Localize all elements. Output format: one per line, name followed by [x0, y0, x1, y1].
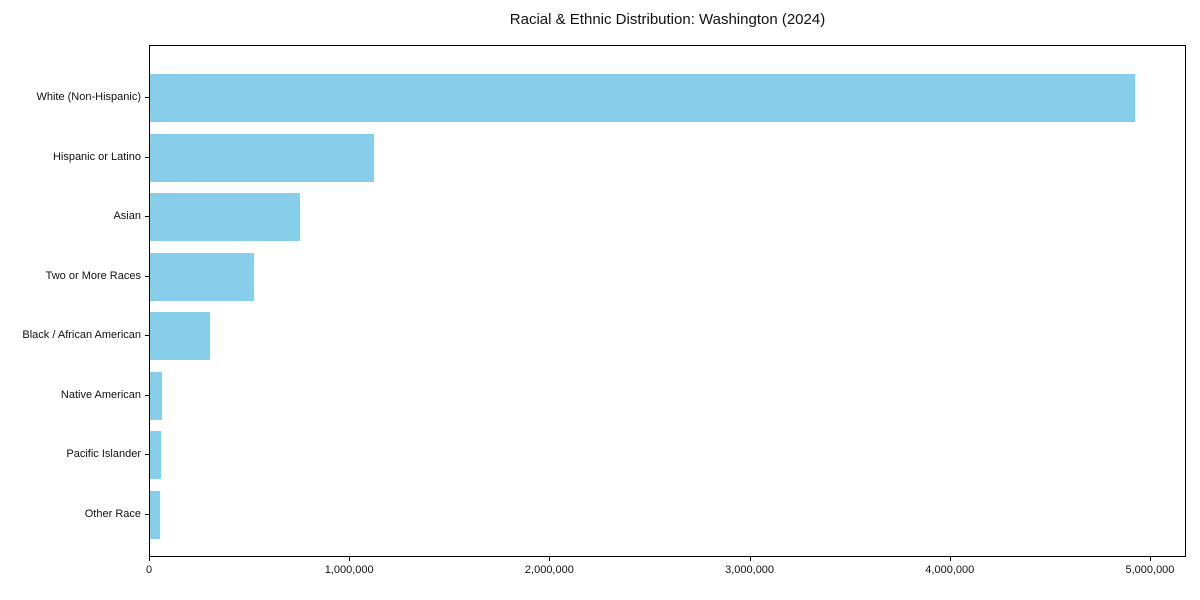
y-tick-mark [145, 275, 149, 277]
y-axis-label: Pacific Islander [66, 448, 141, 461]
bar [150, 193, 300, 242]
x-axis-label: 2,000,000 [524, 564, 574, 576]
x-tick-mark [349, 557, 351, 561]
x-axis-label: 4,000,000 [925, 564, 975, 576]
y-axis-label: Black / African American [22, 329, 141, 342]
bar [150, 490, 160, 539]
x-tick-mark [949, 557, 951, 561]
x-tick-mark [749, 557, 751, 561]
x-axis-label: 1,000,000 [324, 564, 374, 576]
y-axis-label: Asian [113, 210, 141, 223]
bar [150, 252, 254, 301]
bar [150, 371, 162, 420]
bar [150, 312, 210, 361]
y-axis-label: Hispanic or Latino [52, 150, 141, 163]
chart-title: Racial & Ethnic Distribution: Washington… [509, 11, 826, 28]
x-tick-mark [149, 557, 150, 561]
bar [150, 133, 374, 182]
plot-area [149, 45, 1186, 557]
bar [150, 74, 1136, 122]
x-axis-label: 5,000,000 [1125, 564, 1175, 576]
y-tick-mark [145, 156, 149, 158]
x-axis-label: 0 [145, 564, 153, 576]
y-tick-mark [145, 513, 149, 515]
y-axis-label: White (Non-Hispanic) [36, 91, 141, 103]
x-tick-mark [549, 557, 551, 561]
y-tick-mark [145, 454, 149, 456]
bar [150, 431, 161, 480]
y-tick-mark [145, 335, 149, 337]
y-axis-label: Native American [60, 388, 141, 401]
y-tick-mark [145, 97, 149, 98]
x-tick-mark [1149, 557, 1151, 561]
y-axis-label: Two or More Races [45, 269, 141, 282]
x-axis-label: 3,000,000 [725, 564, 775, 576]
y-axis-label: Other Race [84, 507, 141, 520]
y-tick-mark [145, 394, 149, 396]
y-tick-mark [145, 216, 149, 218]
